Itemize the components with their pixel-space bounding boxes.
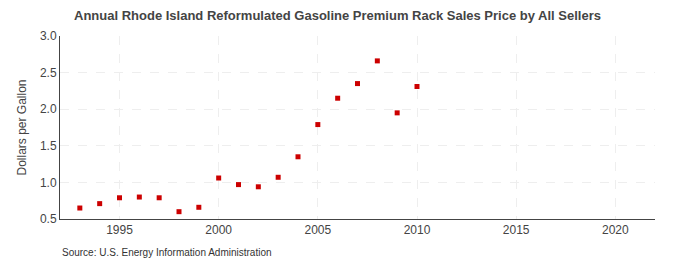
svg-text:2015: 2015	[503, 223, 530, 237]
svg-text:Source: U.S. Energy Informatio: Source: U.S. Energy Information Administ…	[62, 247, 272, 258]
svg-text:2005: 2005	[304, 223, 331, 237]
svg-text:2010: 2010	[404, 223, 431, 237]
svg-text:0.5: 0.5	[40, 212, 57, 226]
svg-text:2020: 2020	[602, 223, 629, 237]
svg-text:Dollars per Gallon: Dollars per Gallon	[15, 79, 29, 175]
svg-text:3.0: 3.0	[40, 29, 57, 43]
svg-text:2.5: 2.5	[40, 66, 57, 80]
svg-text:2000: 2000	[205, 223, 232, 237]
svg-text:Annual Rhode Island Reformulat: Annual Rhode Island Reformulated Gasolin…	[74, 8, 601, 23]
svg-text:1995: 1995	[106, 223, 133, 237]
svg-text:1.5: 1.5	[40, 139, 57, 153]
svg-text:1.0: 1.0	[40, 176, 57, 190]
svg-text:2.0: 2.0	[40, 102, 57, 116]
